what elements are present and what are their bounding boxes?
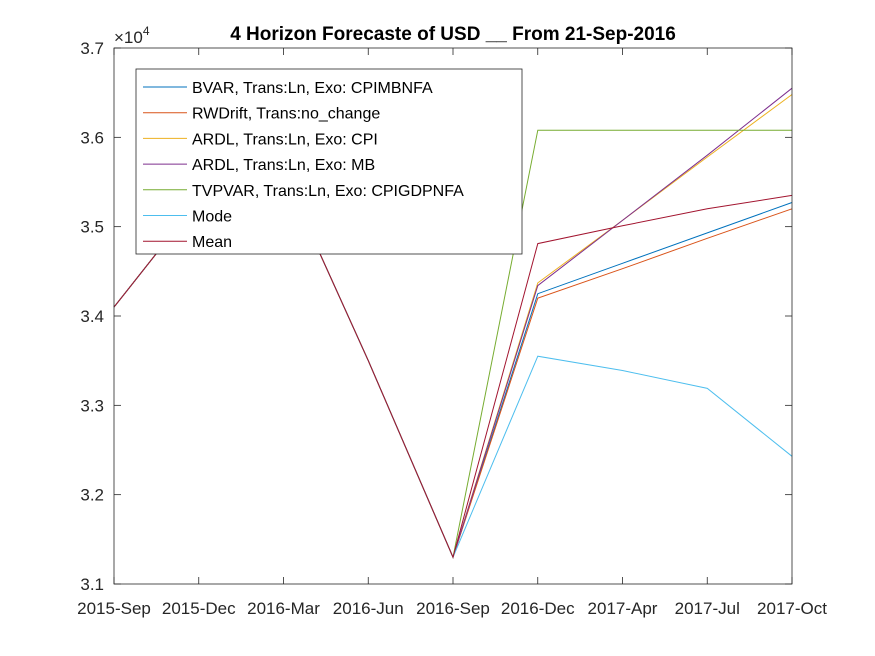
- x-tick-label: 2016-Sep: [416, 599, 490, 618]
- y-tick-label: 3.5: [80, 218, 104, 237]
- y-exponent-prefix: ×10: [114, 28, 143, 47]
- legend-label: ARDL, Trans:Ln, Exo: CPI: [192, 131, 378, 148]
- x-tick-label: 2016-Mar: [247, 599, 320, 618]
- y-tick-label: 3.6: [80, 128, 104, 147]
- legend-box: [135, 68, 523, 255]
- x-tick-label: 2017-Jul: [675, 599, 740, 618]
- x-tick-label: 2017-Oct: [757, 599, 827, 618]
- legend-label: Mode: [192, 209, 232, 226]
- x-tick-label: 2015-Sep: [77, 599, 151, 618]
- legend-label: TVPVAR, Trans:Ln, Exo: CPIGDPNFA: [192, 183, 464, 200]
- x-tick-label: 2015-Dec: [162, 599, 236, 618]
- legend-label: ARDL, Trans:Ln, Exo: MB: [192, 157, 375, 174]
- legend-label: RWDrift, Trans:no_change: [192, 106, 380, 123]
- chart-title: 4 Horizon Forecaste of USD __ From 21-Se…: [230, 24, 676, 45]
- y-exponent-power: 4: [143, 24, 150, 38]
- y-tick-label: 3.2: [80, 486, 104, 505]
- y-tick-label: 3.1: [80, 575, 104, 594]
- y-tick-label: 3.4: [80, 307, 104, 326]
- legend-label: BVAR, Trans:Ln, Exo: CPIMBNFA: [192, 80, 433, 97]
- legend: BVAR, Trans:Ln, Exo: CPIMBNFA RWDrift, Tr…: [135, 68, 523, 255]
- x-tick-label: 2016-Dec: [501, 599, 575, 618]
- y-tick-label: 3.3: [80, 396, 104, 415]
- x-tick-label: 2016-Jun: [333, 599, 404, 618]
- legend-label: Mean: [192, 234, 232, 251]
- y-tick-label: 3.7: [80, 39, 104, 58]
- y-exponent-label: ×104: [114, 24, 150, 47]
- axis-layer: 2015-Sep 2015-Dec 2016-Mar 2016-Jun 2016-Sep…: [77, 39, 827, 618]
- x-tick-label: 2017-Apr: [588, 599, 658, 618]
